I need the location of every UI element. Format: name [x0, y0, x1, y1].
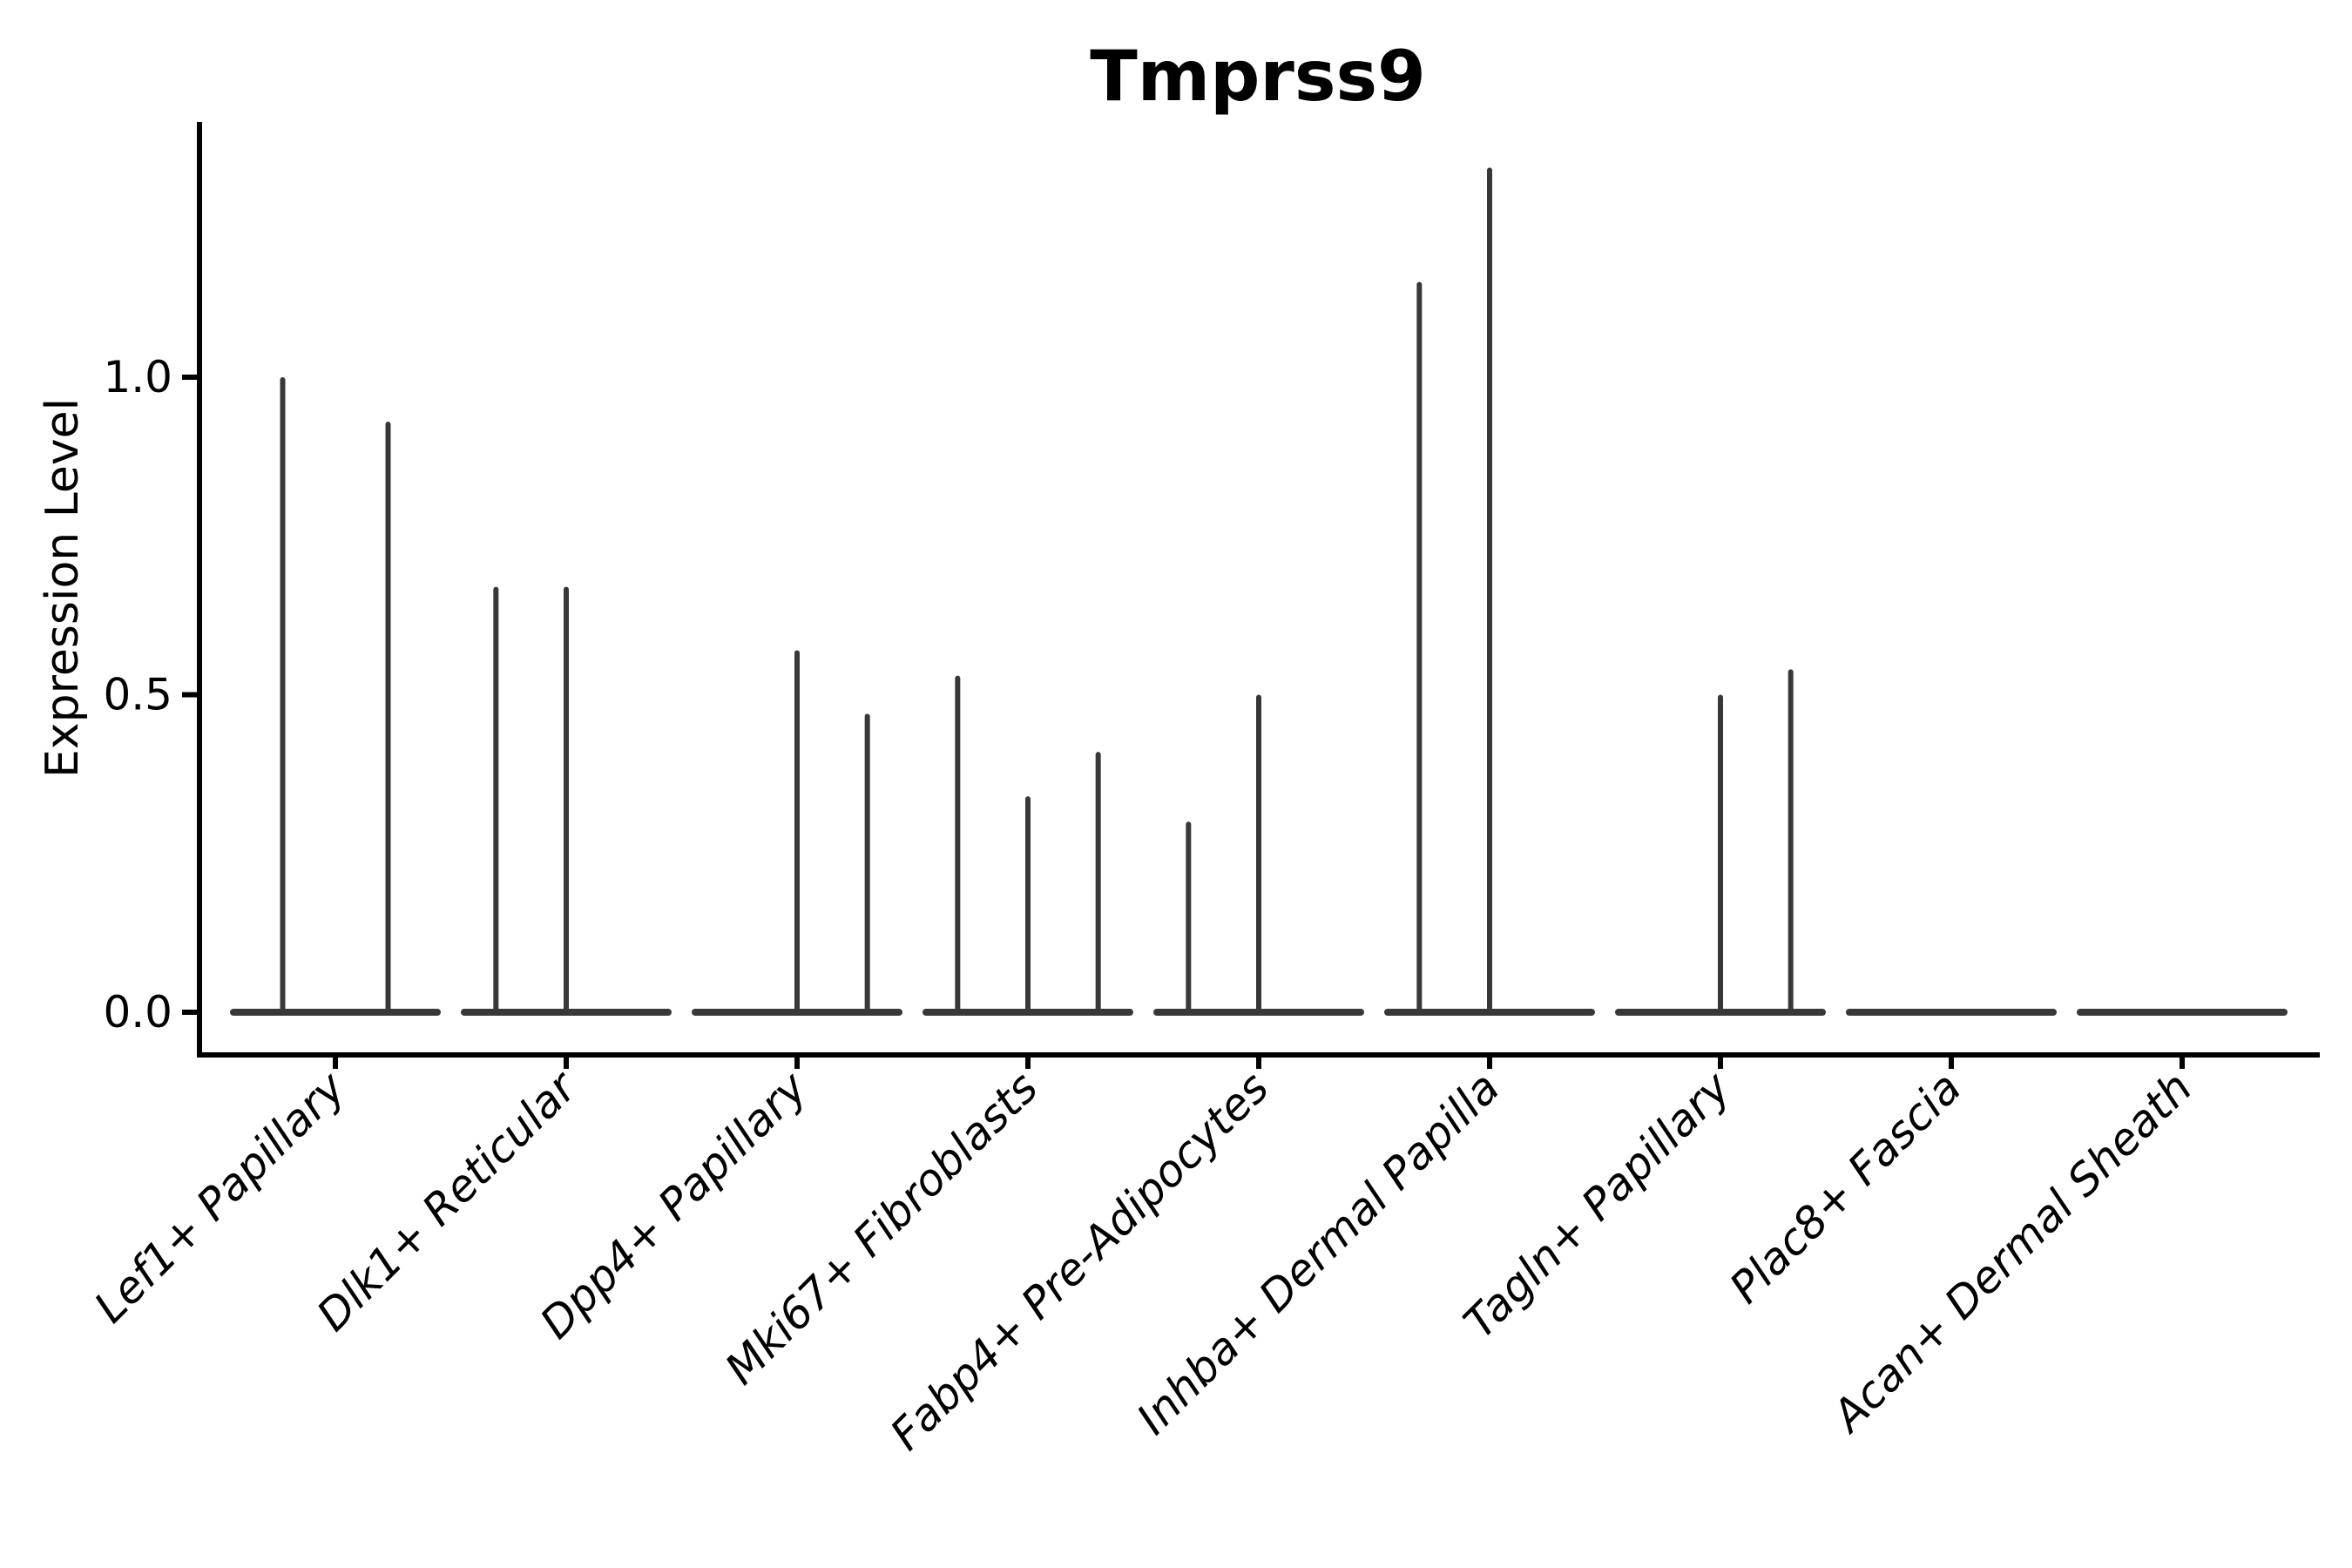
x-tick-label: Plac8+ Fascia [1720, 1062, 1971, 1313]
y-axis-spine [197, 122, 202, 1058]
chart-title: Tmprss9 [1090, 36, 1426, 117]
y-tick-label: 0.0 [103, 987, 172, 1037]
y-tick-mark [182, 375, 197, 380]
violin-category [1384, 167, 1595, 1016]
x-tick-mark [333, 1058, 338, 1069]
y-tick-mark [182, 692, 197, 698]
x-tick-mark [794, 1058, 800, 1069]
y-tick-label: 0.5 [103, 670, 172, 720]
y-tick-label: 1.0 [103, 352, 172, 402]
x-tick-mark [1949, 1058, 1954, 1069]
violin-base [230, 1009, 441, 1016]
violin-base [1846, 1009, 2057, 1016]
y-axis-label: Expression Level [37, 398, 89, 778]
violin-category [230, 377, 441, 1016]
y-tick-mark [182, 1010, 197, 1015]
violin-category [461, 586, 672, 1016]
x-axis-spine [197, 1052, 2320, 1058]
y-axis-ticks: 0.0 0.5 1.0 [103, 352, 197, 1037]
x-tick-label: Fabp4+ Pre-Adipocytes [881, 1062, 1279, 1460]
x-tick-mark [564, 1058, 569, 1069]
violin-category [692, 650, 902, 1016]
x-axis-ticks [333, 1058, 2185, 1069]
violin-series-group [230, 167, 2288, 1016]
violin-category [923, 675, 1133, 1016]
violin-base [2077, 1009, 2288, 1016]
violin-category [1615, 669, 1826, 1016]
x-tick-mark [1487, 1058, 1492, 1069]
violin-category [1153, 694, 1364, 1016]
x-tick-mark [1025, 1058, 1031, 1069]
violin-category [1846, 1009, 2057, 1016]
x-tick-mark [2180, 1058, 2185, 1069]
violin-category [2077, 1009, 2288, 1016]
x-tick-mark [1718, 1058, 1723, 1069]
x-tick-mark [1256, 1058, 1261, 1069]
x-tick-label: Lef1+ Papillary [84, 1061, 355, 1332]
